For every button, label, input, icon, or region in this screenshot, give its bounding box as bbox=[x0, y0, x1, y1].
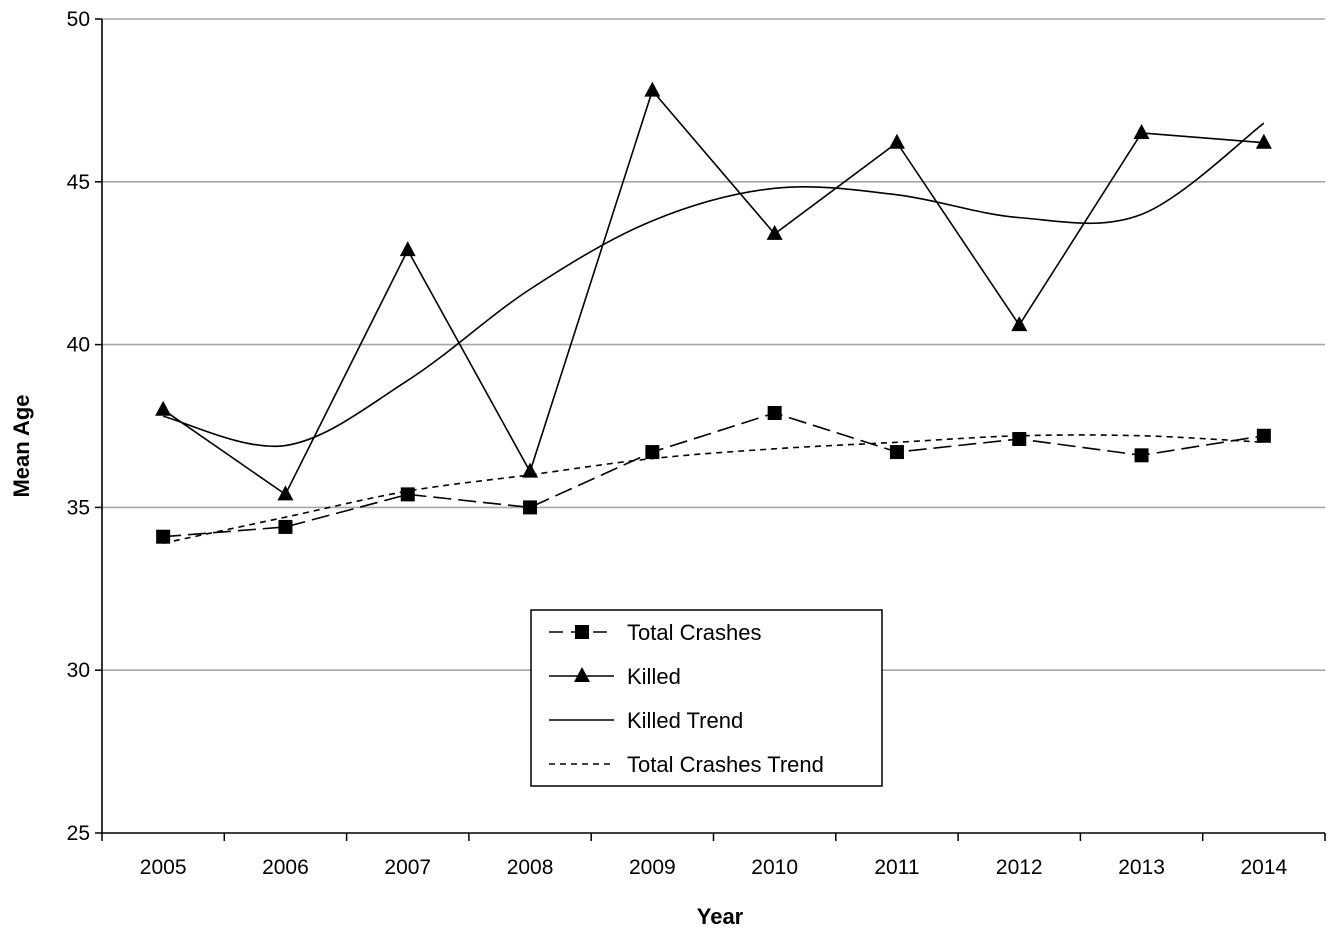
series-line bbox=[162, 89, 1264, 496]
x-tick-label: 2008 bbox=[507, 856, 554, 879]
legend-item: Total Crashes Trend bbox=[549, 752, 824, 777]
legend-item: Killed bbox=[549, 664, 681, 689]
triangle-marker bbox=[888, 133, 905, 149]
triangle-marker bbox=[1133, 123, 1150, 139]
legend-label: Killed bbox=[627, 664, 681, 689]
triangle-marker bbox=[1255, 133, 1272, 149]
legend: Total Crashes Killed Killed Trend Total Cra… bbox=[530, 609, 883, 787]
triangle-marker bbox=[766, 224, 783, 240]
square-marker bbox=[400, 487, 415, 502]
y-tick-label: 45 bbox=[67, 171, 90, 194]
x-tick-label: 2010 bbox=[751, 856, 798, 879]
square-marker bbox=[278, 519, 293, 534]
legend-box bbox=[530, 609, 883, 787]
legend-item: Killed Trend bbox=[549, 708, 743, 733]
square-marker bbox=[575, 625, 589, 639]
legend-label: Total Crashes Trend bbox=[627, 752, 824, 777]
triangle-marker bbox=[277, 485, 294, 501]
trend-line bbox=[162, 122, 1265, 448]
y-axis-title: Mean Age bbox=[9, 394, 34, 497]
x-tick-label: 2009 bbox=[629, 856, 676, 879]
series-total-crashes-trend bbox=[162, 434, 1264, 544]
gridlines bbox=[102, 18, 1325, 672]
square-marker bbox=[156, 529, 171, 544]
x-tick-label: 2006 bbox=[262, 856, 309, 879]
triangle-marker bbox=[644, 81, 661, 97]
series-killed-trend bbox=[162, 122, 1265, 448]
series-layer bbox=[155, 81, 1272, 544]
y-tick-label: 30 bbox=[67, 659, 90, 682]
trend-line bbox=[162, 434, 1264, 544]
legend-label: Killed Trend bbox=[627, 708, 743, 733]
square-marker bbox=[645, 445, 660, 460]
square-marker bbox=[889, 445, 904, 460]
legend-item: Total Crashes bbox=[549, 620, 762, 645]
triangle-marker bbox=[399, 241, 416, 257]
square-marker bbox=[1012, 432, 1027, 447]
y-tick-label: 25 bbox=[67, 822, 90, 845]
series-line bbox=[163, 412, 1264, 538]
y-tick-label: 40 bbox=[67, 334, 90, 357]
x-tick-label: 2011 bbox=[874, 856, 919, 879]
square-marker bbox=[523, 500, 538, 515]
x-tick-label: 2014 bbox=[1240, 856, 1287, 879]
series-total-crashes bbox=[156, 405, 1271, 544]
x-axis-title: Year bbox=[697, 904, 744, 929]
triangle-marker bbox=[574, 667, 590, 682]
triangle-marker bbox=[155, 400, 172, 416]
square-marker bbox=[1256, 428, 1271, 443]
y-tick-label: 50 bbox=[67, 8, 90, 31]
tick-labels: 25 30 35 40 45 50 2005 2006 2007 2008 2009 2010 2011… bbox=[67, 8, 1288, 879]
x-tick-label: 2012 bbox=[996, 856, 1043, 879]
square-marker bbox=[767, 405, 782, 420]
legend-label: Total Crashes bbox=[627, 620, 762, 645]
y-tick-label: 35 bbox=[67, 496, 90, 519]
triangle-marker bbox=[1011, 316, 1028, 332]
triangle-marker bbox=[522, 462, 539, 478]
x-tick-label: 2005 bbox=[140, 856, 187, 879]
x-tick-label: 2007 bbox=[384, 856, 431, 879]
axes bbox=[95, 18, 1326, 841]
square-marker bbox=[1134, 448, 1149, 463]
x-tick-label: 2013 bbox=[1118, 856, 1165, 879]
series-killed bbox=[155, 81, 1272, 501]
